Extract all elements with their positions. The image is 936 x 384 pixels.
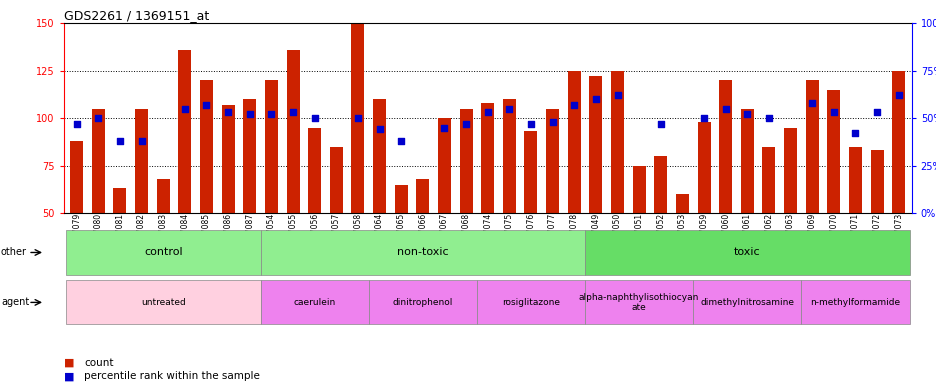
Text: count: count [84,358,113,368]
Bar [675,194,688,213]
Bar [848,147,861,213]
Bar [740,109,753,213]
Point [566,102,581,108]
Point [609,92,624,98]
Bar [783,127,797,213]
Bar [653,156,666,213]
Text: control: control [144,247,183,258]
Bar [524,131,537,213]
Text: rosiglitazone: rosiglitazone [502,298,560,307]
Point [545,119,560,125]
Point [502,106,517,112]
Text: caerulein: caerulein [293,298,335,307]
Bar [437,118,450,213]
Point [458,121,473,127]
Bar [329,147,343,213]
Point [588,96,603,102]
Text: other: other [1,247,27,258]
Point [91,115,106,121]
Point [242,111,257,118]
Bar [567,71,580,213]
Text: ■: ■ [64,371,74,381]
Point [436,124,451,131]
Bar [416,179,429,213]
Bar [265,80,278,213]
Bar [481,103,493,213]
Text: dimethylnitrosamine: dimethylnitrosamine [699,298,794,307]
Bar [546,109,559,213]
Point [826,109,841,116]
Bar [92,109,105,213]
Point [307,115,322,121]
Point [264,111,279,118]
Bar [503,99,516,213]
Point [761,115,776,121]
Bar [135,109,148,213]
Bar [394,185,407,213]
Point [479,109,494,116]
Point [112,138,127,144]
Bar [156,179,169,213]
Text: n-methylformamide: n-methylformamide [810,298,899,307]
Point [695,115,710,121]
Point [523,121,538,127]
Text: agent: agent [1,297,29,308]
Text: ■: ■ [64,358,74,368]
Point [847,130,862,136]
Text: toxic: toxic [733,247,760,258]
Point [134,138,149,144]
Bar [632,166,645,213]
Point [220,109,235,116]
Bar [805,80,818,213]
Bar [373,99,386,213]
Bar [891,71,904,213]
Bar [351,23,364,213]
Text: percentile rank within the sample: percentile rank within the sample [84,371,260,381]
Bar [308,127,321,213]
Bar [243,99,256,213]
Bar [610,71,623,213]
Text: GDS2261 / 1369151_at: GDS2261 / 1369151_at [64,9,209,22]
Text: untreated: untreated [140,298,185,307]
Point [350,115,365,121]
Point [869,109,884,116]
Bar [459,109,472,213]
Point [652,121,667,127]
Point [890,92,905,98]
Point [198,102,213,108]
Bar [826,89,840,213]
Bar [113,189,126,213]
Text: non-toxic: non-toxic [397,247,448,258]
Bar [696,122,709,213]
Bar [870,151,883,213]
Point [177,106,192,112]
Bar [70,141,83,213]
Bar [762,147,775,213]
Point [285,109,300,116]
Point [372,126,387,132]
Bar [178,50,191,213]
Bar [719,80,731,213]
Bar [286,50,300,213]
Text: dinitrophenol: dinitrophenol [392,298,452,307]
Point [739,111,754,118]
Bar [199,80,212,213]
Bar [222,105,234,213]
Text: alpha-naphthylisothiocyan
ate: alpha-naphthylisothiocyan ate [578,293,698,312]
Point [804,100,819,106]
Point [69,121,84,127]
Point [393,138,408,144]
Point [717,106,732,112]
Bar [589,76,602,213]
